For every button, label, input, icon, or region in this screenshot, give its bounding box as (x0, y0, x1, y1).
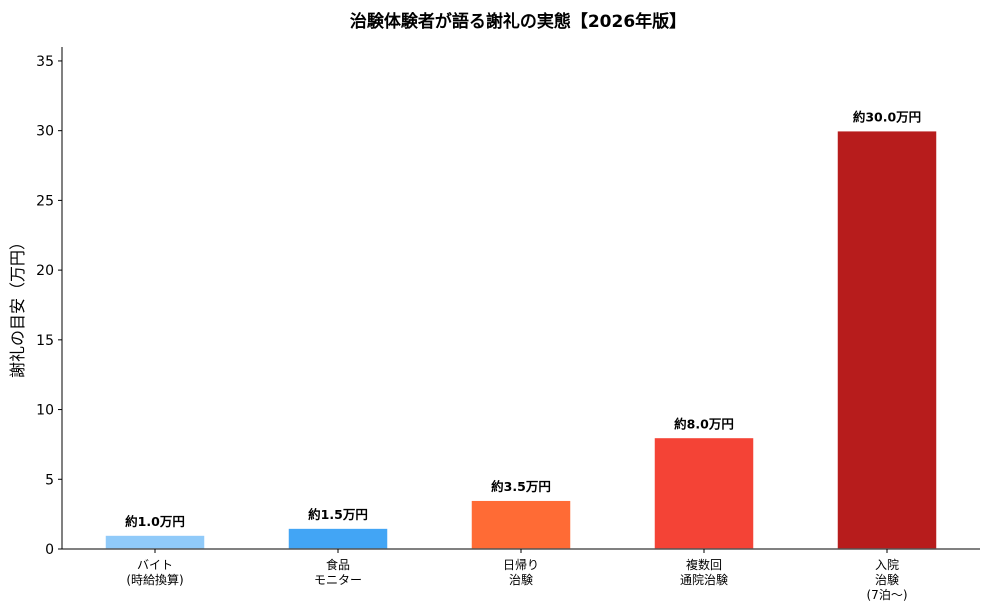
data-label: 約8.0万円 (674, 416, 734, 431)
x-tick-label-line: 食品 (326, 557, 350, 572)
bar (104, 534, 206, 550)
x-tick-label: 複数回通院治験 (680, 557, 728, 587)
y-tick-label: 15 (36, 333, 54, 349)
x-tick-label-line: 複数回 (686, 557, 722, 572)
x-tick-label-line: 日帰り (503, 558, 539, 572)
y-axis-label: 謝礼の目安（万円） (8, 234, 27, 378)
x-tick-label-line: モニター (314, 573, 362, 587)
data-label: 約30.0万円 (853, 110, 921, 125)
x-tick-label-line: (時給換算) (126, 572, 183, 587)
y-tick-label: 35 (36, 54, 54, 70)
x-tick-label-line: 治験 (875, 572, 899, 587)
bar (836, 129, 938, 550)
y-tick-label: 30 (36, 124, 54, 140)
y-tick-label: 10 (36, 403, 54, 419)
y-axis-ticks: 0 5 10 15 20 25 30 35 (36, 54, 62, 558)
x-tick-label: 入院治験(7泊〜) (867, 558, 908, 602)
bar (470, 499, 572, 550)
x-tick-label-line: 通院治験 (680, 572, 728, 587)
x-tick-label-line: 入院 (875, 558, 899, 572)
x-tick-label-line: バイト (137, 558, 173, 572)
x-tick-label: バイト(時給換算) (126, 558, 183, 587)
y-tick-label: 0 (45, 542, 54, 558)
y-tick-label: 5 (45, 472, 54, 488)
x-tick-label-line: (7泊〜) (867, 588, 908, 602)
data-label: 約1.0万円 (125, 514, 185, 529)
chart-title: 治験体験者が語る謝礼の実態【2026年版】 (350, 11, 686, 32)
data-label: 約1.5万円 (308, 507, 368, 522)
bar (653, 436, 755, 550)
data-labels: 約1.0万円 約1.5万円 約3.5万円 約8.0万円 約30.0万円 (125, 110, 921, 529)
bars (104, 129, 938, 550)
bar (287, 527, 389, 550)
data-label: 約3.5万円 (491, 479, 551, 494)
x-tick-label: 食品モニター (314, 557, 362, 587)
y-tick-label: 20 (36, 263, 54, 279)
x-tick-label: 日帰り治験 (503, 558, 539, 587)
x-tick-label-line: 治験 (509, 572, 533, 587)
y-tick-label: 25 (36, 193, 54, 209)
